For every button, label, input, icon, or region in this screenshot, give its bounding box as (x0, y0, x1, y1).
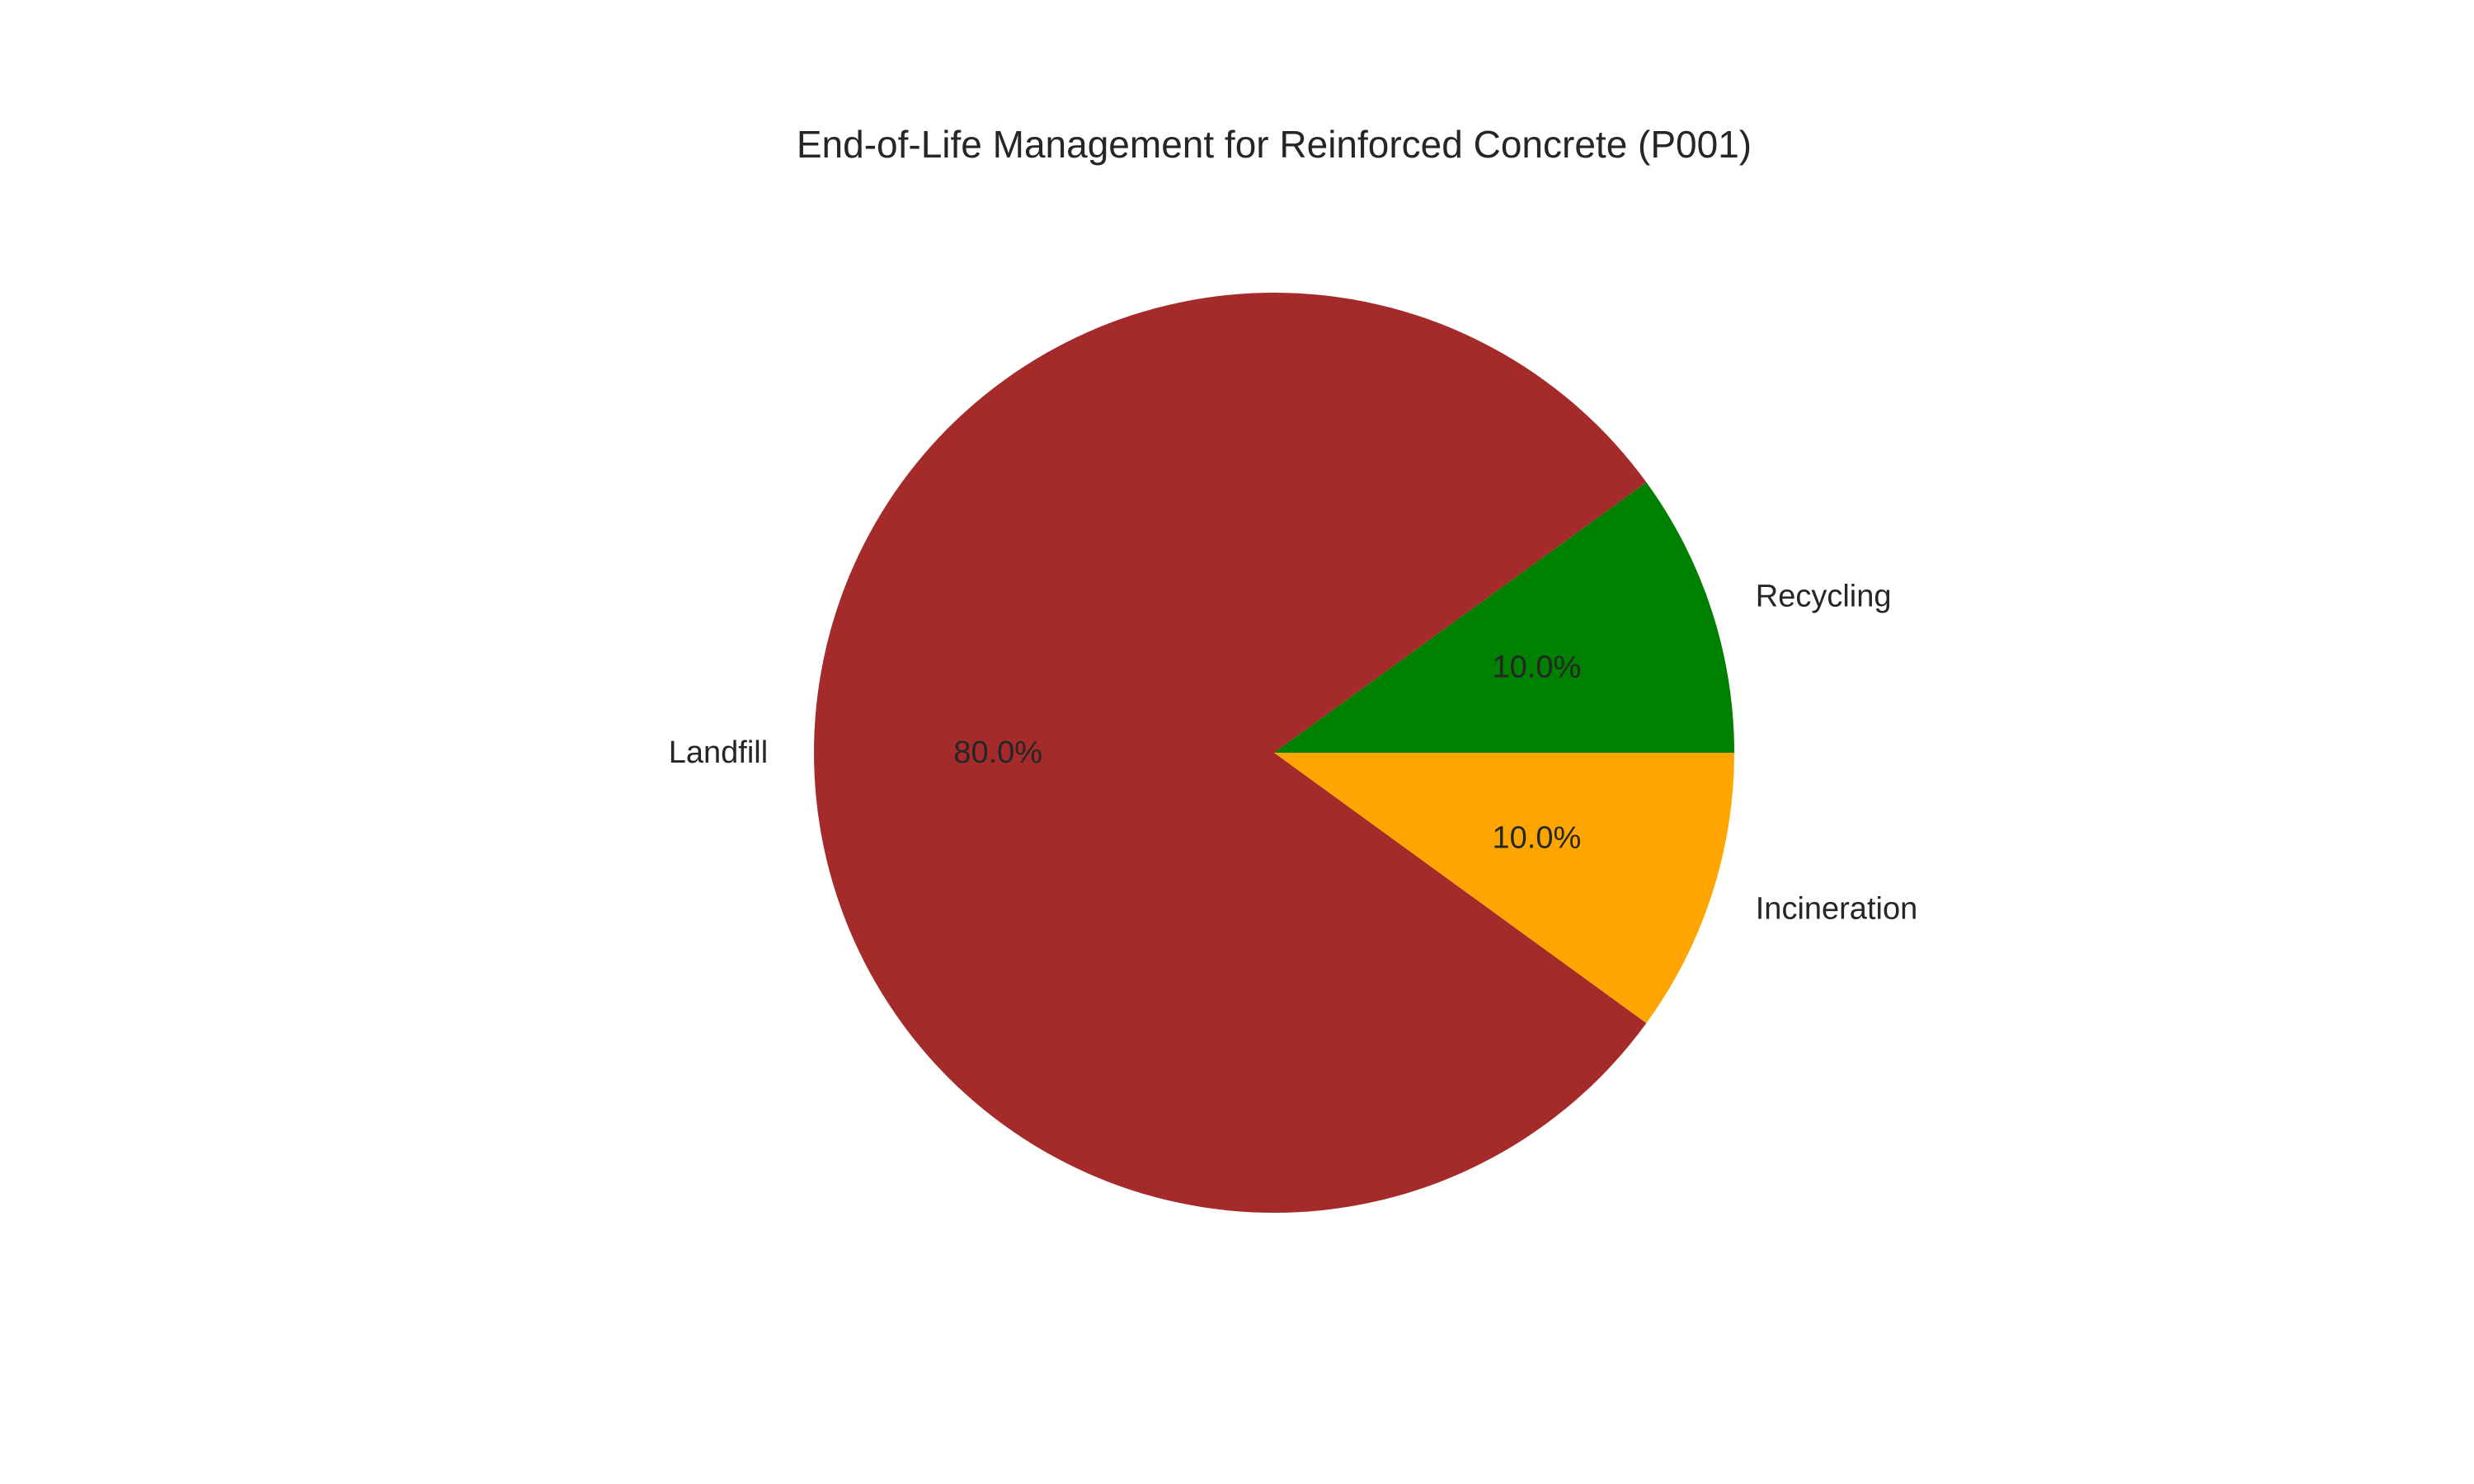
pie-slices (814, 292, 1734, 1213)
slice-label-incineration: Incineration (1756, 892, 1917, 927)
chart-title: End-of-Life Management for Reinforced Co… (797, 123, 1752, 166)
pie-slice-recycling (1274, 482, 1734, 753)
pie-slice-incineration (1274, 753, 1734, 1023)
pie-labels: 10.0% Recycling 80.0% Landfill 10.0% Incinera… (669, 579, 1917, 926)
slice-label-recycling: Recycling (1756, 579, 1892, 613)
pct-label-landfill: 80.0% (953, 735, 1042, 770)
slice-label-landfill: Landfill (669, 735, 768, 770)
pct-label-incineration: 10.0% (1493, 820, 1582, 855)
pie-slice-landfill (814, 292, 1647, 1213)
pct-label-recycling: 10.0% (1493, 650, 1582, 685)
